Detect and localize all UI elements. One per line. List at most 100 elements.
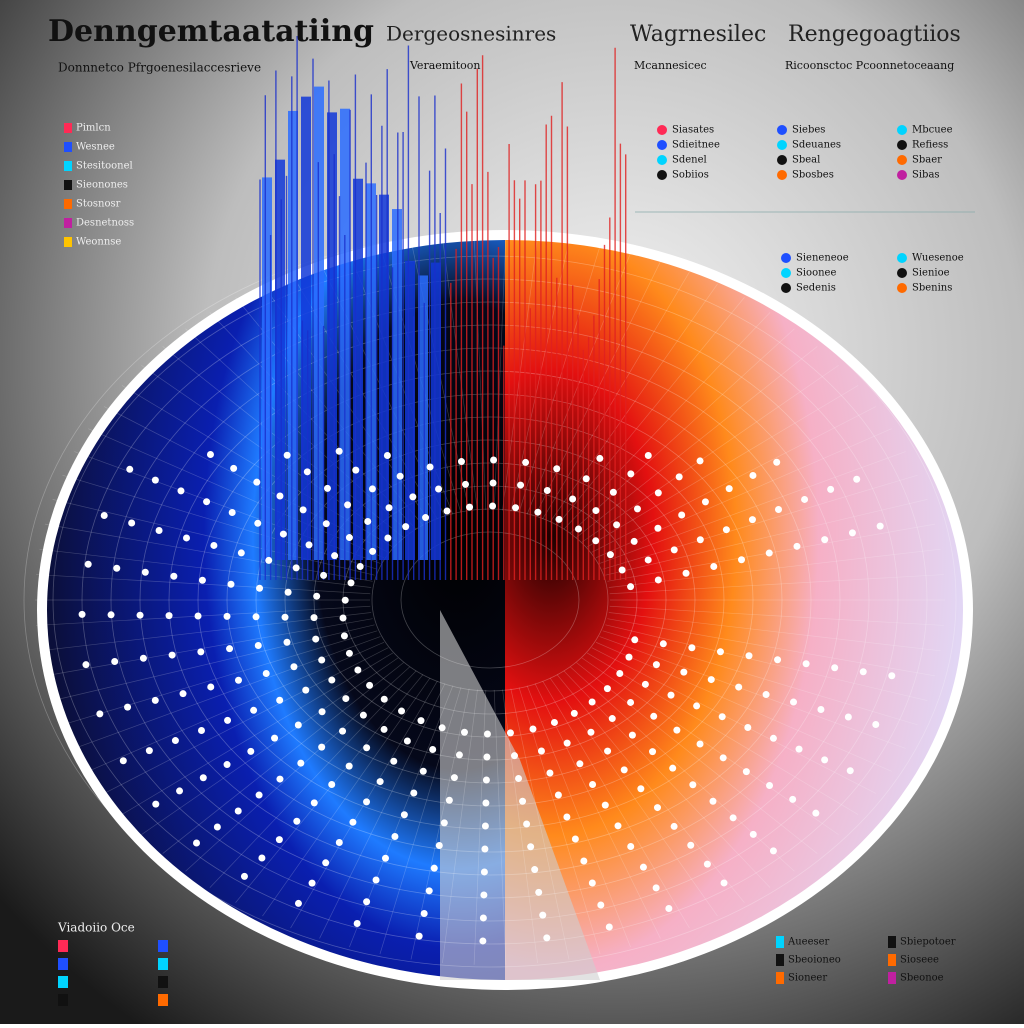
- dot: [234, 807, 242, 815]
- ring: [284, 439, 696, 761]
- dot: [455, 751, 463, 759]
- column: [314, 86, 324, 560]
- dot: [466, 503, 474, 511]
- legend-label: Refiess: [912, 140, 948, 151]
- dot: [345, 762, 353, 770]
- legend-label: Sbaer: [912, 155, 942, 166]
- radial-line: [141, 657, 399, 835]
- dot: [234, 676, 242, 684]
- dot: [574, 525, 582, 533]
- radial-line: [549, 677, 718, 917]
- radial-line: [556, 674, 745, 903]
- dot: [687, 841, 695, 849]
- dot: [749, 471, 757, 479]
- dot: [429, 746, 437, 754]
- radial-line: [39, 548, 372, 588]
- dot: [517, 481, 525, 489]
- radial-line: [595, 428, 892, 559]
- dot: [769, 734, 777, 742]
- radial-line: [581, 365, 839, 543]
- dot: [546, 769, 554, 777]
- dot: [363, 744, 371, 752]
- dot: [224, 716, 232, 724]
- dot: [398, 707, 406, 715]
- column: [288, 110, 298, 560]
- dot: [701, 498, 709, 506]
- legend-bar: [58, 958, 68, 970]
- dot: [888, 672, 896, 680]
- dot: [479, 937, 487, 945]
- dot: [846, 767, 854, 775]
- legend-swatch: [777, 140, 787, 150]
- dot: [276, 696, 284, 704]
- dot: [769, 847, 777, 855]
- dot: [597, 901, 605, 909]
- dot: [223, 612, 231, 620]
- legend-swatch: [777, 155, 787, 165]
- radial-line: [62, 474, 378, 570]
- legend-swatch: [64, 123, 72, 133]
- radial-line: [493, 689, 507, 965]
- dot: [194, 612, 202, 620]
- dot: [527, 843, 535, 851]
- dot: [650, 712, 658, 720]
- dot: [303, 468, 311, 476]
- dot: [603, 685, 611, 693]
- dot: [237, 549, 245, 557]
- dot: [422, 514, 430, 522]
- dot: [255, 791, 263, 799]
- column: [353, 178, 363, 561]
- dot: [171, 737, 179, 745]
- dot: [793, 542, 801, 550]
- ring: [226, 393, 754, 807]
- disk-slice: [440, 610, 600, 980]
- dot: [425, 887, 433, 895]
- dot: [529, 725, 537, 733]
- legend-label: Sbeonoe: [900, 973, 944, 984]
- dot: [652, 661, 660, 669]
- dot: [512, 504, 520, 512]
- legend-swatch: [781, 253, 791, 263]
- dot: [290, 663, 298, 671]
- radial-line: [608, 612, 941, 652]
- dot: [356, 562, 364, 570]
- dot: [554, 791, 562, 799]
- dot: [281, 613, 289, 621]
- legend-swatch: [776, 972, 784, 984]
- radial-line: [209, 670, 417, 888]
- dot: [630, 537, 638, 545]
- dot: [403, 737, 411, 745]
- dot: [627, 698, 635, 706]
- dot: [481, 822, 489, 830]
- legend-swatch: [657, 140, 667, 150]
- dot: [197, 726, 205, 734]
- dot: [320, 571, 328, 579]
- dot: [203, 498, 211, 506]
- dot: [627, 583, 635, 591]
- legend-label: Aueeser: [787, 937, 830, 948]
- dot: [331, 552, 339, 560]
- dot: [519, 797, 527, 805]
- dot: [275, 836, 283, 844]
- radial-line: [605, 499, 928, 576]
- radial-line: [235, 674, 424, 903]
- dot: [457, 458, 465, 466]
- dot: [606, 551, 614, 559]
- radial-line: [379, 687, 462, 955]
- ring: [371, 508, 609, 692]
- legend-label: Sioneer: [788, 973, 827, 984]
- dot: [197, 648, 205, 656]
- dot: [703, 860, 711, 868]
- title: Denngemtaatatiing: [48, 14, 374, 49]
- dot: [322, 859, 330, 867]
- dot: [438, 724, 446, 732]
- dot: [284, 588, 292, 596]
- legend-swatch: [897, 268, 907, 278]
- dot: [592, 507, 600, 515]
- dot: [450, 774, 458, 782]
- dot: [363, 798, 371, 806]
- dot: [489, 502, 497, 510]
- dot: [481, 845, 489, 853]
- dot: [821, 756, 829, 764]
- dot: [483, 730, 491, 738]
